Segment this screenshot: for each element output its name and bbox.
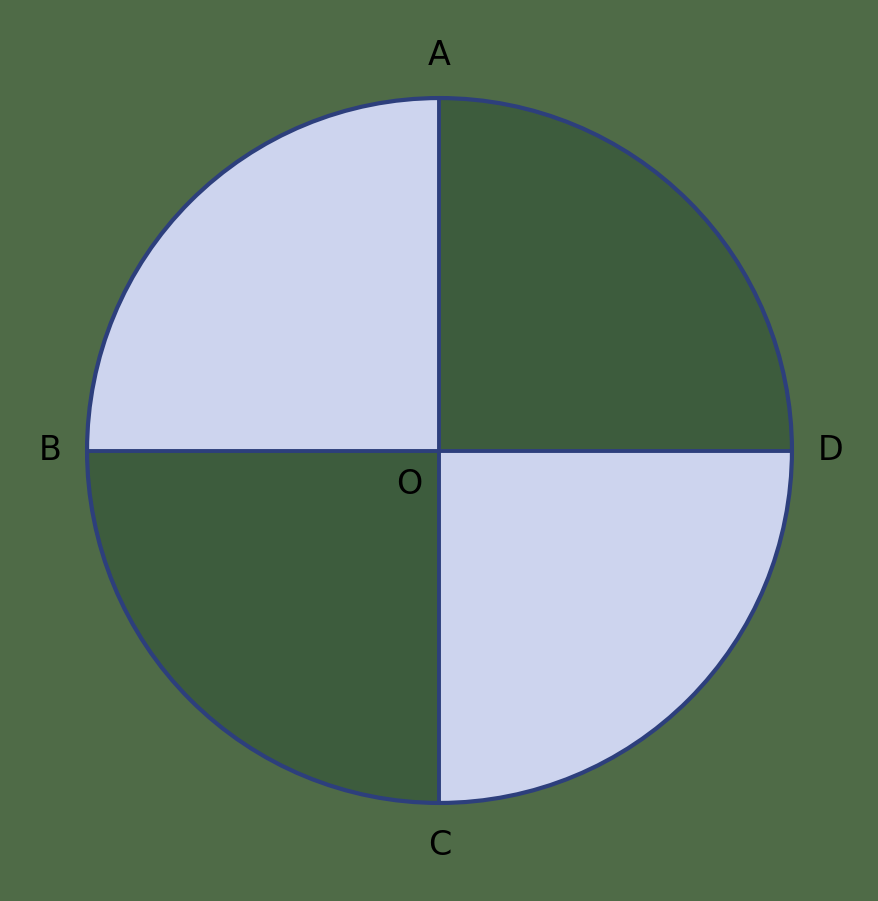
Text: C: C — [428, 829, 450, 861]
Text: O: O — [395, 469, 421, 501]
Text: A: A — [428, 40, 450, 72]
Text: B: B — [39, 434, 61, 467]
Circle shape — [87, 98, 791, 803]
Polygon shape — [87, 98, 439, 450]
Text: D: D — [817, 434, 842, 467]
Polygon shape — [439, 450, 791, 803]
